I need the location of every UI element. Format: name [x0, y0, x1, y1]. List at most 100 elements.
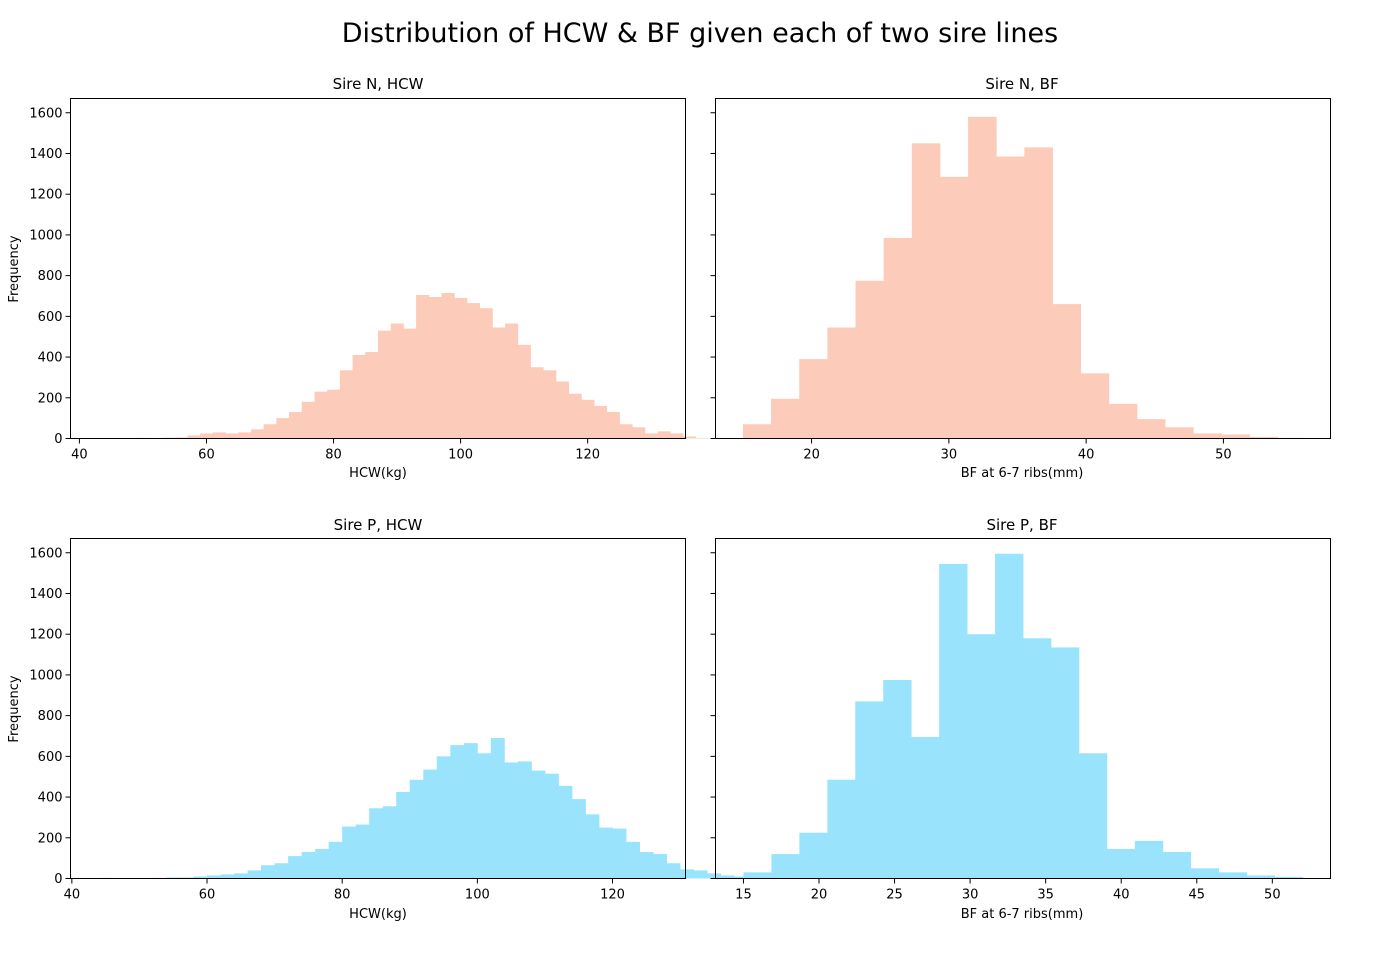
histogram-bar	[911, 737, 940, 879]
x-ticks: 40 60 80 100 120	[64, 878, 625, 903]
histogram-bar	[463, 743, 478, 879]
x-tick-label: 50	[1264, 888, 1281, 903]
histogram-bar	[967, 634, 996, 879]
histogram-bar	[403, 328, 417, 439]
bars-group	[98, 738, 749, 879]
histogram-bar	[1162, 852, 1192, 879]
histogram-bar	[680, 869, 695, 879]
histogram-bar	[382, 806, 397, 879]
histogram-bar	[289, 412, 303, 439]
histogram-bar	[657, 431, 671, 439]
histogram-bar	[1080, 373, 1110, 439]
histogram-bar	[996, 156, 1025, 439]
x-tick-label: 40	[1078, 448, 1095, 463]
histogram-bar	[212, 432, 226, 439]
histogram-bar	[670, 433, 684, 439]
histogram-bar	[827, 327, 856, 439]
y-ticks: 0 200 400 600 800 1000 1200 1400 1600	[29, 546, 71, 887]
x-tick-label: 120	[600, 888, 625, 903]
y-tick-label: 200	[38, 831, 63, 846]
histogram-bar	[883, 680, 912, 879]
y-tick-label: 400	[38, 791, 63, 806]
figure-title: Distribution of HCW & BF given each of t…	[342, 18, 1058, 49]
histogram-bar	[327, 389, 341, 439]
histogram-bar	[477, 753, 492, 879]
plot-frame	[715, 98, 1331, 439]
histogram-bar	[734, 876, 749, 879]
histogram-bar	[632, 427, 646, 439]
histogram-bar	[466, 303, 481, 439]
histogram-bar	[720, 875, 735, 879]
x-tick-label: 30	[962, 888, 979, 903]
y-axis-label: Frequency	[7, 235, 22, 302]
histogram-bar	[1134, 840, 1164, 879]
panel-title: Sire P, HCW	[334, 516, 423, 534]
histogram-bar	[1274, 876, 1303, 879]
x-tick-label: 25	[886, 888, 903, 903]
histogram-bar	[531, 770, 546, 879]
histogram-bar	[193, 876, 208, 879]
histogram-bar	[263, 424, 277, 439]
histogram-bar	[517, 344, 531, 439]
x-tick-label: 40	[1113, 888, 1130, 903]
plot-frame	[715, 538, 1331, 879]
histogram-bar	[423, 769, 438, 879]
histogram-bar	[1249, 436, 1279, 439]
bars-group	[742, 116, 1307, 439]
y-tick-label: 200	[38, 391, 63, 406]
histogram-bar	[1106, 848, 1136, 879]
x-tick-label: 35	[1037, 888, 1054, 903]
histogram-bar	[968, 116, 997, 439]
x-axis-label: HCW(kg)	[349, 466, 407, 481]
panel-title: Sire N, BF	[985, 75, 1058, 93]
y-axis-label: Frequency	[7, 675, 22, 742]
histogram-bar	[571, 799, 586, 879]
histogram-bar	[939, 176, 969, 439]
plot-frame	[70, 538, 686, 879]
x-tick-label: 100	[448, 448, 473, 463]
y-tick-label: 0	[54, 872, 62, 887]
histogram-bar	[1221, 434, 1250, 439]
histogram-bar	[911, 143, 941, 439]
x-tick-label: 20	[811, 888, 828, 903]
histogram-bar	[707, 873, 722, 879]
bars-group	[743, 553, 1303, 879]
histogram-bar	[653, 854, 667, 879]
histogram-bar	[619, 424, 633, 439]
x-tick-label: 100	[465, 888, 490, 903]
y-tick-label: 1400	[29, 147, 62, 162]
histogram-bar	[1193, 433, 1222, 439]
histogram-bar	[606, 412, 620, 439]
histogram-bar	[187, 435, 201, 439]
y-tick-label: 1000	[29, 228, 62, 243]
histogram-bar	[598, 827, 613, 879]
y-tick-label: 1600	[29, 106, 62, 121]
histogram-bar	[855, 280, 885, 439]
y-tick-label: 1400	[29, 587, 62, 602]
histogram-bar	[644, 433, 658, 439]
panel-sire-n-bf: Sire N, BF 20 30 40 50 BF at 6-7 ribs(mm)	[710, 75, 1331, 481]
histogram-bar	[1024, 147, 1053, 439]
histogram-bar	[799, 359, 828, 439]
histogram-bar	[225, 433, 239, 439]
histogram-bar	[612, 828, 627, 879]
histogram-bar	[179, 877, 194, 879]
histogram-bar	[771, 854, 800, 879]
histogram-bar	[441, 292, 455, 439]
x-tick-label: 80	[334, 888, 351, 903]
histogram-bar	[450, 745, 465, 879]
x-tick-label: 60	[198, 448, 215, 463]
x-tick-label: 120	[575, 448, 600, 463]
y-tick-label: 1000	[29, 668, 62, 683]
y-tick-label: 1600	[29, 546, 62, 561]
histogram-bar	[558, 785, 573, 879]
x-tick-label: 15	[735, 888, 752, 903]
histogram-bar	[594, 405, 608, 439]
x-axis-label: BF at 6-7 ribs(mm)	[961, 907, 1084, 922]
histogram-bar	[543, 370, 557, 439]
y-tick-label: 600	[38, 310, 63, 325]
histogram-bar	[827, 779, 856, 879]
histogram-bar	[693, 870, 708, 879]
x-ticks: 20 30 40 50	[803, 438, 1232, 463]
histogram-bar	[1246, 875, 1275, 879]
